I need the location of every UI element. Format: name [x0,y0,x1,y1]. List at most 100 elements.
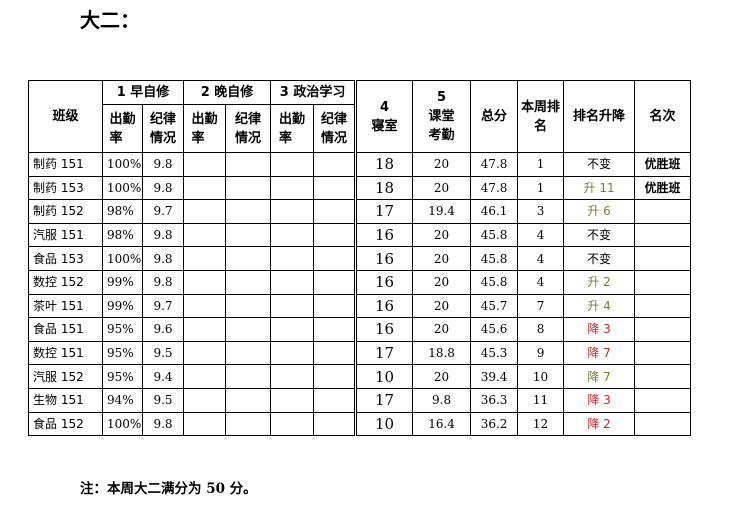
class-attendance-cell: 9.8 [412,387,472,413]
political-discipline-cell [313,246,357,271]
morning-attendance-cell: 95% [102,317,143,342]
rank-change-cell: 升 11 [563,175,636,201]
table-row: 食品 153 100% 9.8 16 20 45.8 4 不变 [28,246,692,271]
class-name-cell: 食品 151 [28,317,103,342]
political-discipline-cell [313,317,357,342]
evening-attendance-cell [183,364,227,389]
header-weekly-rank: 本周排 名 [517,80,565,153]
evening-discipline-cell [225,387,272,413]
political-attendance-cell [270,222,315,248]
class-attendance-cell: 20 [412,246,472,271]
class-name-cell: 数控 151 [28,340,103,366]
weekly-rank-cell: 9 [517,340,565,366]
footnote: 注：本周大二满分为 50 分。 [80,481,257,497]
political-attendance-cell [270,199,315,224]
placing-cell [634,364,692,389]
rank-change-cell: 降 3 [563,387,636,413]
header-evening-discipline-label: 纪律 情况 [235,111,262,146]
weekly-rank-cell: 3 [517,199,565,224]
header-evening-discipline: 纪律 情况 [225,104,272,153]
morning-attendance-cell: 100% [102,246,143,271]
total-score-cell: 45.8 [470,222,519,248]
weekly-rank-cell: 8 [517,317,565,342]
header-political-attendance-label: 出勤 率 [279,111,306,146]
rank-change-cell: 升 6 [563,199,636,224]
weekly-rank-cell: 4 [517,222,565,248]
class-name-cell: 制药 151 [28,152,103,177]
placing-cell: 优胜班 [634,175,692,201]
class-name-cell: 数控 152 [28,269,103,295]
total-score-cell: 36.3 [470,387,519,413]
table-row: 食品 152 100% 9.8 10 16.4 36.2 12 降 2 [28,411,692,437]
dorm-score-cell: 17 [354,340,414,366]
dorm-score-cell: 16 [354,293,414,319]
morning-discipline-cell: 9.8 [141,246,185,271]
evening-attendance-cell [183,152,227,177]
weekly-rank-cell: 12 [517,411,565,437]
header-evening-attendance: 出勤 率 [183,104,227,153]
political-discipline-cell [313,364,357,389]
morning-attendance-cell: 98% [102,222,143,248]
dorm-score-cell: 10 [354,411,414,437]
morning-discipline-cell: 9.8 [141,152,185,177]
morning-attendance-cell: 100% [102,175,143,201]
total-score-cell: 45.3 [470,340,519,366]
table-row: 汽服 151 98% 9.8 16 20 45.8 4 不变 [28,222,692,248]
political-attendance-cell [270,317,315,342]
class-attendance-cell: 16.4 [412,411,472,437]
placing-cell [634,269,692,295]
header-morning-attendance-label: 出勤 率 [109,111,136,146]
morning-discipline-cell: 9.7 [141,293,185,319]
morning-attendance-cell: 95% [102,340,143,366]
rank-change-cell: 升 4 [563,293,636,319]
table-row: 生物 151 94% 9.5 17 9.8 36.3 11 降 3 [28,387,692,413]
rank-change-cell: 不变 [563,222,636,248]
total-score-cell: 46.1 [470,199,519,224]
table-body: 制药 151 100% 9.8 18 20 47.8 1 不变 优胜班 制药 153 100% 9.8… [28,152,692,437]
class-attendance-cell: 20 [412,269,472,295]
political-attendance-cell [270,152,315,177]
header-morning-discipline-label: 纪律 情况 [150,111,177,146]
header-political-study: 3 政治学习 [270,80,357,105]
morning-discipline-cell: 9.8 [141,175,185,201]
evening-attendance-cell [183,293,227,319]
political-attendance-cell [270,269,315,295]
class-attendance-cell: 20 [412,175,472,201]
weekly-rank-cell: 1 [517,175,565,201]
weekly-rank-cell: 7 [517,293,565,319]
evening-attendance-cell [183,199,227,224]
morning-discipline-cell: 9.5 [141,340,185,366]
morning-attendance-cell: 100% [102,152,143,177]
total-score-cell: 45.8 [470,269,519,295]
evening-discipline-cell [225,199,272,224]
placing-cell [634,199,692,224]
class-name-cell: 制药 153 [28,175,103,201]
class-attendance-cell: 19.4 [412,199,472,224]
evening-discipline-cell [225,152,272,177]
header-morning-study: 1 早自修 [101,80,185,105]
evening-discipline-cell [225,317,272,342]
header-row-sub: 出勤 率 纪律 情况 出勤 率 纪律 情况 出勤 率 纪律 情况 [29,104,691,153]
header-evening-attendance-label: 出勤 率 [191,111,218,146]
class-name-cell: 生物 151 [28,387,103,413]
morning-discipline-cell: 9.8 [141,222,185,248]
political-discipline-cell [313,269,357,295]
header-total-score: 总分 [470,80,519,153]
score-table: 班级 1 早自修 2 晚自修 3 政治学习 4 寝室 5 课堂 考勤 总分 本周… [28,80,692,437]
class-name-cell: 茶叶 151 [28,293,103,319]
header-class-attendance: 5 课堂 考勤 [412,80,472,153]
header-dorm: 4 寝室 [354,80,414,153]
morning-discipline-cell: 9.4 [141,364,185,389]
placing-cell [634,317,692,342]
placing-cell: 优胜班 [634,152,692,177]
class-attendance-cell: 20 [412,364,472,389]
political-discipline-cell [313,387,357,413]
evening-attendance-cell [183,411,227,437]
political-attendance-cell [270,340,315,366]
header-class: 班级 [28,80,103,153]
dorm-score-cell: 18 [354,152,414,177]
political-attendance-cell [270,411,315,437]
evening-discipline-cell [225,364,272,389]
header-political-discipline: 纪律 情况 [313,104,357,153]
class-name-cell: 食品 153 [28,246,103,271]
